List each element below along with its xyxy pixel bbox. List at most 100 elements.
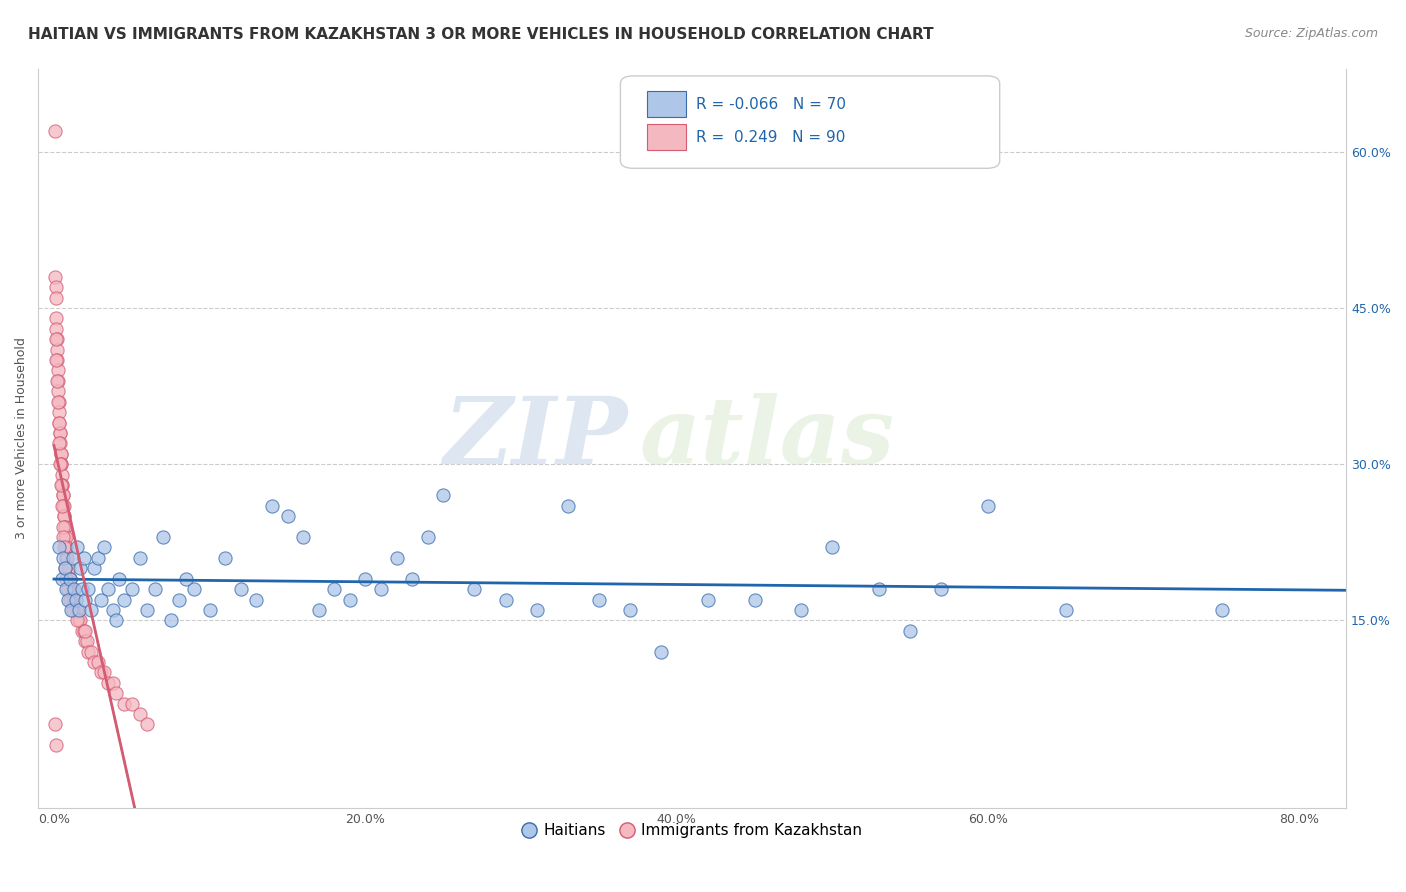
Point bbox=[1211, 603, 1233, 617]
Point bbox=[97, 582, 120, 596]
Point bbox=[53, 561, 76, 575]
Point bbox=[46, 353, 69, 368]
Point bbox=[58, 561, 80, 575]
Point bbox=[401, 572, 423, 586]
Point bbox=[46, 363, 69, 377]
Point bbox=[898, 624, 921, 638]
Point bbox=[62, 592, 84, 607]
Point bbox=[128, 706, 150, 721]
Point bbox=[48, 405, 70, 419]
Point bbox=[49, 457, 72, 471]
Point bbox=[53, 530, 76, 544]
Point bbox=[46, 374, 69, 388]
Point bbox=[588, 592, 610, 607]
Point bbox=[977, 499, 1000, 513]
Point bbox=[49, 447, 72, 461]
Point bbox=[75, 634, 97, 648]
Point bbox=[44, 269, 66, 284]
Point bbox=[176, 572, 198, 586]
Point bbox=[143, 582, 166, 596]
Point bbox=[62, 592, 84, 607]
Point bbox=[51, 519, 73, 533]
Point bbox=[90, 665, 112, 680]
Point bbox=[48, 541, 70, 555]
Point bbox=[97, 675, 120, 690]
Point bbox=[45, 291, 67, 305]
Point bbox=[159, 613, 181, 627]
Point bbox=[51, 499, 73, 513]
Point bbox=[136, 717, 159, 731]
Point bbox=[53, 519, 76, 533]
Point bbox=[46, 374, 69, 388]
Point bbox=[63, 582, 86, 596]
Point bbox=[152, 530, 174, 544]
Point bbox=[183, 582, 205, 596]
Point bbox=[66, 613, 89, 627]
Point bbox=[83, 561, 105, 575]
Point bbox=[58, 572, 80, 586]
Point bbox=[45, 353, 67, 368]
Point bbox=[214, 550, 236, 565]
Point bbox=[59, 572, 82, 586]
Point bbox=[121, 582, 143, 596]
Point bbox=[46, 384, 69, 399]
Point bbox=[60, 603, 83, 617]
Point bbox=[51, 457, 73, 471]
Point bbox=[55, 530, 77, 544]
Point bbox=[416, 530, 439, 544]
Point bbox=[62, 603, 84, 617]
Point bbox=[56, 561, 79, 575]
Point bbox=[48, 416, 70, 430]
Point bbox=[75, 624, 97, 638]
Point bbox=[69, 561, 91, 575]
Point bbox=[49, 457, 72, 471]
Point bbox=[63, 592, 86, 607]
Point bbox=[101, 675, 124, 690]
Point bbox=[72, 550, 94, 565]
Point bbox=[354, 572, 377, 586]
Point bbox=[121, 697, 143, 711]
Point bbox=[51, 572, 73, 586]
Point bbox=[53, 561, 76, 575]
Point bbox=[49, 436, 72, 450]
Point bbox=[76, 634, 98, 648]
Point bbox=[370, 582, 392, 596]
Point bbox=[55, 572, 77, 586]
Point bbox=[53, 519, 76, 533]
Y-axis label: 3 or more Vehicles in Household: 3 or more Vehicles in Household bbox=[15, 337, 28, 539]
Point bbox=[260, 499, 283, 513]
Point bbox=[931, 582, 953, 596]
Point bbox=[83, 655, 105, 669]
Text: Source: ZipAtlas.com: Source: ZipAtlas.com bbox=[1244, 27, 1378, 40]
Point bbox=[49, 447, 72, 461]
Point bbox=[44, 717, 66, 731]
Point bbox=[48, 416, 70, 430]
Point bbox=[51, 478, 73, 492]
Point bbox=[51, 467, 73, 482]
Point bbox=[93, 541, 115, 555]
Point bbox=[56, 550, 79, 565]
Point bbox=[463, 582, 485, 596]
Point bbox=[45, 311, 67, 326]
Point bbox=[619, 603, 641, 617]
Point bbox=[308, 603, 330, 617]
Point bbox=[58, 592, 80, 607]
Point bbox=[557, 499, 579, 513]
Point bbox=[75, 592, 97, 607]
Text: R = -0.066   N = 70: R = -0.066 N = 70 bbox=[696, 96, 846, 112]
Point bbox=[229, 582, 252, 596]
Point bbox=[70, 582, 93, 596]
Point bbox=[46, 394, 69, 409]
Point bbox=[48, 436, 70, 450]
Point bbox=[198, 603, 221, 617]
Point bbox=[45, 280, 67, 294]
FancyBboxPatch shape bbox=[620, 76, 1000, 169]
Point bbox=[86, 550, 108, 565]
Point bbox=[52, 509, 75, 524]
Point bbox=[128, 550, 150, 565]
Point bbox=[45, 739, 67, 753]
Point bbox=[72, 624, 94, 638]
Point bbox=[650, 644, 672, 658]
Point bbox=[323, 582, 346, 596]
Point bbox=[48, 394, 70, 409]
